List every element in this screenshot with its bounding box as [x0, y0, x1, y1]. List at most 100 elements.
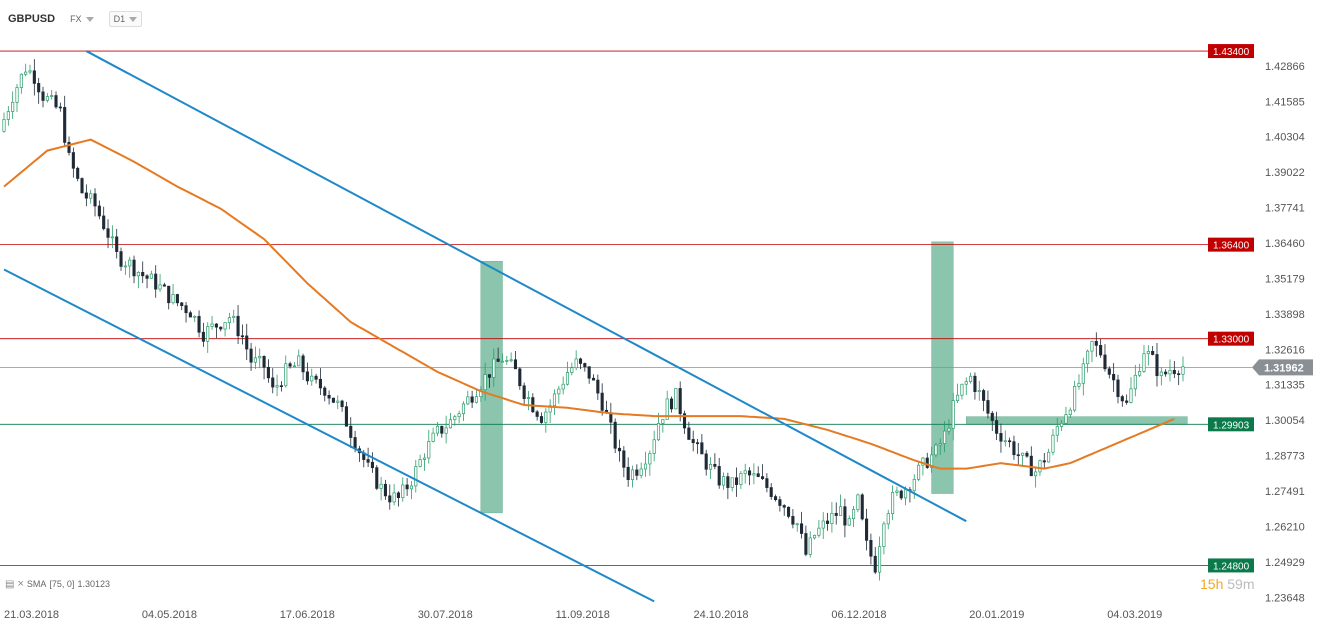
sma-path: [3, 138, 1175, 470]
candle-body: [982, 390, 986, 401]
candle-body: [76, 167, 80, 179]
y-tick-label: 1.41585: [1265, 96, 1305, 108]
market-selector[interactable]: FX: [65, 11, 99, 27]
candle-body: [678, 388, 682, 415]
timer-hours: 15h: [1200, 576, 1224, 592]
chevron-down-icon: [129, 16, 138, 22]
settings-icon[interactable]: ▤: [5, 578, 15, 590]
candle-body: [63, 107, 67, 143]
candle-body: [565, 372, 570, 385]
candle-body: [943, 430, 947, 444]
candle-body: [24, 71, 28, 75]
candle-body: [115, 236, 119, 252]
candle-body: [327, 394, 331, 399]
market-label: FX: [70, 14, 82, 24]
candle-body: [661, 419, 665, 424]
candle-body: [154, 273, 158, 290]
candle-body: [1055, 426, 1059, 436]
candle-body: [695, 442, 700, 445]
candle-body: [969, 375, 973, 382]
candle-body: [1081, 363, 1085, 384]
candle-body: [891, 492, 895, 515]
x-tick-label: 30.07.2018: [418, 609, 473, 621]
current-price-label: 1.31962: [1264, 362, 1304, 374]
close-icon[interactable]: ×: [17, 578, 24, 590]
price-tags: 1.43400 1.36400 1.33000 1.29903 1.24800 1.319…: [1208, 44, 1313, 573]
candle-body: [453, 416, 457, 421]
candle-body: [578, 358, 583, 364]
candle-body: [1042, 460, 1046, 463]
candle-body: [904, 489, 908, 499]
candle-body: [1151, 350, 1155, 355]
candle-body: [747, 470, 752, 476]
candle-body: [6, 111, 10, 120]
x-axis: 21.03.2018 04.05.2018 17.06.2018 30.07.2018…: [4, 609, 1162, 621]
candle-body: [396, 492, 400, 498]
candle-body: [591, 377, 596, 381]
candle-body: [1073, 385, 1077, 411]
candle-body: [67, 142, 71, 153]
candle-body: [938, 443, 942, 446]
candle-body: [1038, 460, 1042, 473]
candle-body: [158, 284, 162, 290]
indicator-params: [75, 0]: [49, 579, 75, 589]
candle-body: [847, 518, 851, 526]
candle-body: [1047, 451, 1051, 463]
candle-body: [383, 483, 387, 497]
candle-body: [492, 358, 496, 378]
candle-body: [97, 205, 101, 217]
candle-body: [340, 400, 344, 408]
candle-body: [1142, 353, 1146, 372]
candle-body: [466, 396, 470, 405]
candle-body: [167, 285, 171, 304]
candle-body: [1125, 400, 1129, 403]
candle-body: [1003, 440, 1007, 443]
candle-body: [422, 457, 427, 460]
candle-body: [210, 323, 214, 327]
candle-body: [141, 272, 145, 277]
y-tick-label: 1.26210: [1265, 521, 1305, 533]
candle-body: [708, 464, 713, 470]
candle-body: [32, 70, 36, 84]
candle-body: [193, 315, 197, 318]
y-tick-label: 1.39022: [1265, 167, 1305, 179]
candle-body: [622, 450, 626, 468]
symbol-label[interactable]: GBPUSD: [8, 13, 56, 25]
candle-body: [787, 506, 791, 517]
candle-body: [487, 374, 492, 378]
interval-selector[interactable]: D1: [108, 11, 143, 27]
candle-body: [830, 512, 834, 524]
candle-body: [1168, 369, 1172, 375]
y-tick-label: 1.42866: [1265, 61, 1305, 73]
candle-body: [479, 389, 483, 398]
candle-body: [1012, 441, 1016, 456]
candle-body: [45, 96, 49, 101]
candle-body: [856, 494, 860, 510]
level-tag: [1208, 558, 1254, 573]
candle-body: [769, 487, 773, 497]
level-tag-label: 1.33000: [1213, 335, 1250, 346]
candle-body: [878, 546, 882, 573]
candle-body: [262, 355, 266, 368]
candle-body: [266, 366, 270, 379]
candle-body: [401, 484, 405, 498]
candle-body: [171, 294, 175, 304]
candle-body: [461, 403, 466, 415]
y-axis: 1.42866 1.41585 1.40304 1.39022 1.37741 1.364…: [1265, 61, 1305, 604]
candle-body: [869, 539, 873, 557]
level-tag: [1208, 331, 1254, 346]
candle-body: [102, 215, 106, 230]
candle-body: [743, 470, 747, 474]
y-tick-label: 1.33898: [1265, 309, 1305, 321]
y-tick-label: 1.36460: [1265, 238, 1305, 250]
candle-body: [418, 459, 422, 467]
candle-body: [544, 411, 548, 423]
candle-body: [41, 91, 45, 101]
y-tick-label: 1.31335: [1265, 380, 1305, 392]
x-tick-label: 24.10.2018: [694, 609, 749, 621]
candle-body: [275, 385, 279, 388]
candle-body: [852, 509, 856, 520]
candle-body: [795, 523, 799, 526]
candle-body: [253, 357, 257, 363]
